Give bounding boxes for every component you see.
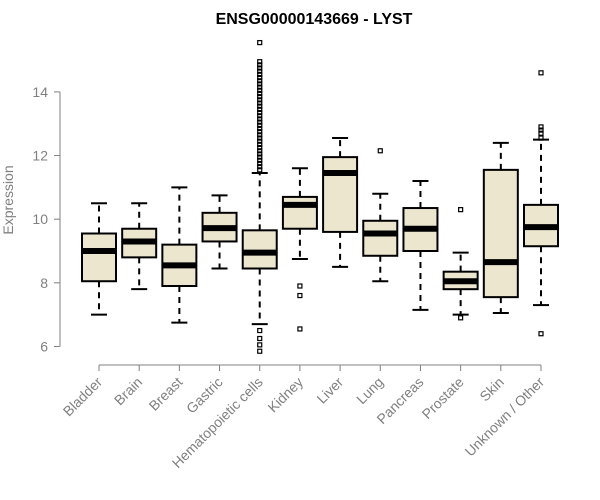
- box-prostate: [442, 207, 479, 321]
- outlier-point: [257, 78, 263, 84]
- outlier-point: [257, 335, 263, 342]
- outlier-point: [257, 148, 263, 154]
- outlier-point: [257, 94, 263, 100]
- outlier-point: [257, 68, 263, 74]
- box-brain: [121, 202, 158, 291]
- outlier-point: [458, 315, 464, 321]
- box-iqr: [281, 195, 318, 230]
- outlier-point: [257, 157, 263, 163]
- x-tick-label: Bladder: [60, 374, 106, 420]
- outlier-point: [538, 70, 544, 76]
- box-iqr: [322, 156, 359, 233]
- outlier-point: [257, 113, 263, 119]
- outlier-point: [257, 348, 263, 354]
- y-tick-label: 10: [32, 211, 48, 227]
- outlier-point: [257, 129, 263, 135]
- outlier-point: [297, 292, 303, 299]
- outlier-point: [257, 125, 263, 132]
- outlier-point: [257, 135, 263, 141]
- outlier-point: [257, 71, 263, 78]
- outlier-point: [257, 132, 263, 138]
- box-gastric: [201, 194, 238, 270]
- x-tick-label: Breast: [146, 374, 186, 414]
- box-skin: [482, 141, 519, 315]
- x-tick-label: Liver: [313, 374, 346, 407]
- outlier-point: [257, 59, 263, 65]
- outlier-point: [257, 160, 263, 167]
- outlier-point: [257, 74, 263, 81]
- outlier-point: [538, 135, 544, 141]
- outlier-point: [257, 122, 263, 128]
- outlier-point: [257, 164, 263, 170]
- outlier-point: [257, 119, 263, 125]
- y-tick-label: 8: [40, 275, 48, 291]
- y-tick-label: 6: [40, 338, 48, 354]
- box-bladder: [81, 202, 117, 316]
- outlier-point: [257, 103, 263, 109]
- box-kidney: [281, 167, 318, 332]
- outlier-point: [257, 62, 263, 68]
- y-tick-label: 12: [32, 148, 48, 164]
- outlier-point: [257, 327, 263, 334]
- outlier-point: [257, 90, 263, 97]
- x-tick-label: Skin: [476, 374, 507, 405]
- y-axis: 6 8 10 12 14: [32, 84, 61, 354]
- x-tick-label: Prostate: [419, 374, 467, 422]
- x-tick-label: Kidney: [264, 374, 306, 416]
- box-iqr: [482, 168, 519, 299]
- outlier-point: [538, 331, 544, 337]
- outlier-point: [257, 144, 263, 151]
- box-iqr: [362, 219, 399, 257]
- box-liver: [322, 137, 359, 268]
- outlier-point: [257, 81, 263, 87]
- outlier-point: [257, 100, 263, 106]
- box-lung: [362, 148, 399, 283]
- box-unknown-other: [523, 70, 559, 337]
- box-breast: [161, 186, 198, 324]
- outlier-point: [257, 167, 263, 173]
- box-iqr: [241, 229, 278, 270]
- outlier-point: [257, 154, 263, 160]
- outlier-point: [538, 130, 544, 136]
- outlier-point: [257, 84, 263, 90]
- outlier-point: [538, 127, 544, 133]
- box-pancreas: [402, 180, 439, 311]
- box-hematopoietic-cells: [241, 39, 278, 354]
- outlier-point: [538, 124, 544, 130]
- outlier-point: [257, 116, 263, 122]
- outlier-point: [377, 148, 383, 154]
- box-series: [81, 39, 559, 354]
- x-tick-label: Brain: [111, 374, 145, 408]
- chart-title: ENSG00000143669 - LYST: [216, 11, 413, 28]
- y-tick-label: 14: [32, 84, 48, 100]
- outlier-point: [257, 87, 263, 93]
- outlier-point: [458, 207, 464, 213]
- outlier-point: [297, 283, 303, 289]
- outlier-point: [257, 106, 263, 113]
- outlier-point: [257, 138, 263, 144]
- box-iqr: [81, 232, 117, 283]
- outlier-point: [257, 97, 263, 103]
- outlier-point: [257, 109, 263, 116]
- outlier-point: [257, 141, 263, 148]
- outlier-point: [257, 342, 263, 348]
- outlier-point: [297, 326, 303, 332]
- outlier-point: [257, 65, 263, 71]
- outlier-point: [257, 39, 263, 46]
- y-axis-label: Expression: [0, 165, 16, 234]
- outlier-point: [257, 151, 263, 157]
- x-tick-label: Lung: [353, 374, 386, 407]
